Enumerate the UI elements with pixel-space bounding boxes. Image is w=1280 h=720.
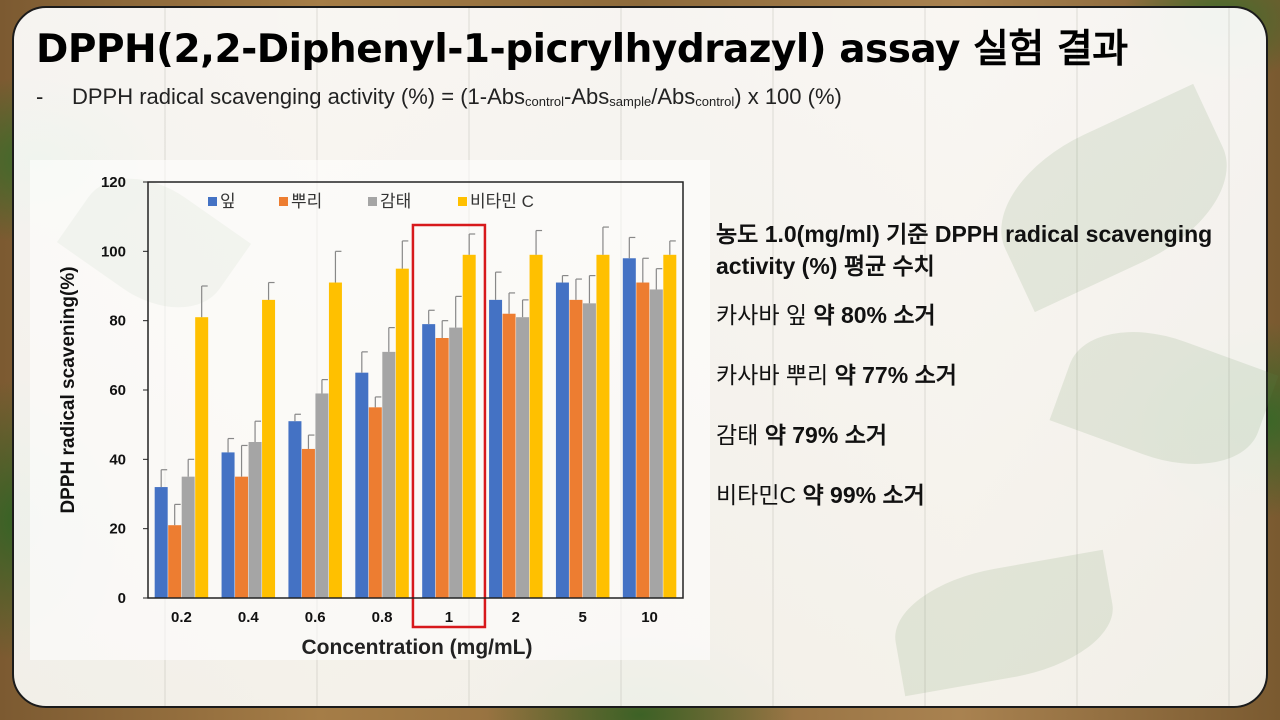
legend-swatch (458, 197, 467, 206)
result-value: 약 99% 소거 (802, 482, 925, 508)
bar (636, 282, 650, 598)
bar (328, 282, 342, 598)
legend-swatch (368, 197, 377, 206)
result-item: 카사바 잎 약 80% 소거 (716, 300, 1236, 330)
bar (262, 299, 276, 598)
y-tick-label: 0 (118, 590, 126, 607)
bar (489, 299, 503, 598)
x-tick-label: 5 (579, 609, 587, 626)
formula-part-4: ) x 100 (%) (734, 84, 842, 109)
highlight-box (411, 223, 487, 629)
bar (582, 303, 596, 598)
bar (382, 351, 396, 598)
bar-chart: 0 20 40 60 80 100 120 0.2 0.4 0.6 0.8 1 2 5 10 잎 뿌리 감태 비타민… (30, 160, 710, 660)
result-item: 카사바 뿌리 약 77% 소거 (716, 360, 1236, 390)
bar (181, 476, 195, 598)
x-tick-label: 0.8 (372, 609, 393, 626)
y-tick-label: 40 (109, 451, 126, 468)
result-value: 약 80% 소거 (813, 302, 936, 328)
bar (355, 372, 369, 598)
legend-label: 잎 (220, 192, 236, 211)
result-label: 비타민C (716, 482, 803, 508)
x-tick-label: 1 (445, 609, 453, 626)
bar (154, 487, 168, 598)
legend-label: 감태 (380, 192, 411, 211)
bar (315, 393, 329, 598)
result-label: 카사바 뿌리 (716, 362, 835, 388)
formula-line: - DPPH radical scavenging activity (%) = … (36, 84, 842, 110)
legend-label: 뿌리 (291, 192, 322, 211)
legend-label: 비타민 C (470, 192, 534, 211)
bar (555, 282, 569, 598)
bullet: - (36, 84, 44, 109)
formula-sub-sample: sample (609, 94, 652, 109)
result-label: 카사바 잎 (716, 302, 814, 328)
x-tick-label: 0.4 (238, 609, 260, 626)
legend-swatch (208, 197, 217, 206)
bar (235, 476, 249, 598)
y-axis-title: DPPH radical scavening(%) (58, 266, 79, 513)
y-tick-label: 80 (109, 313, 126, 330)
result-value: 약 77% 소거 (834, 362, 957, 388)
result-label: 감태 (716, 422, 765, 448)
x-tick-label: 0.6 (305, 609, 326, 626)
bar (569, 299, 583, 598)
x-tick-label: 0.2 (171, 609, 192, 626)
result-value: 약 79% 소거 (764, 422, 888, 448)
formula-part-3: /Abs (651, 84, 696, 109)
x-tick-label: 10 (641, 609, 658, 626)
slide-title: DPPH(2,2-Diphenyl-1-picrylhydrazyl) assa… (36, 27, 1128, 72)
x-axis-title: Concentration (mg/mL) (302, 636, 533, 659)
legend-swatch (279, 197, 288, 206)
results-panel: 농도 1.0(mg/ml) 기준 DPPH radical scavenging… (716, 218, 1236, 540)
bar (663, 254, 677, 599)
bar (462, 254, 476, 599)
bar (301, 448, 315, 598)
bar (649, 289, 663, 598)
y-tick-label: 60 (109, 382, 126, 399)
bar (168, 525, 182, 598)
formula-part-2: -Abs (564, 84, 610, 109)
bar (422, 324, 436, 598)
y-tick-label: 100 (101, 243, 126, 260)
x-tick-label: 2 (512, 609, 520, 626)
background-leaf (886, 549, 1122, 697)
formula-sub-control-1: control (525, 94, 565, 109)
bar (529, 254, 543, 599)
bar (288, 421, 302, 598)
formula-part-1: DPPH radical scavenging activity (%) = (… (72, 84, 525, 109)
bar (622, 258, 636, 598)
bar (248, 442, 262, 598)
result-item: 비타민C 약 99% 소거 (716, 480, 1236, 510)
bar (449, 327, 463, 598)
y-tick-label: 20 (109, 521, 126, 538)
plot-frame (147, 181, 684, 599)
bar (221, 452, 235, 598)
bar (368, 407, 382, 598)
bar (502, 313, 516, 598)
result-item: 감태 약 79% 소거 (716, 420, 1236, 450)
y-tick-label: 120 (101, 174, 126, 191)
bar (195, 317, 209, 598)
chart-svg: 0 20 40 60 80 100 120 0.2 0.4 0.6 0.8 1 2 5 10 잎 뿌리 감태 비타민… (30, 160, 710, 660)
formula-sub-control-2: control (695, 94, 735, 109)
bar (596, 254, 610, 599)
bar (395, 268, 409, 598)
bar (516, 317, 530, 598)
bar (435, 338, 449, 598)
results-heading: 농도 1.0(mg/ml) 기준 DPPH radical scavenging… (716, 221, 1213, 279)
